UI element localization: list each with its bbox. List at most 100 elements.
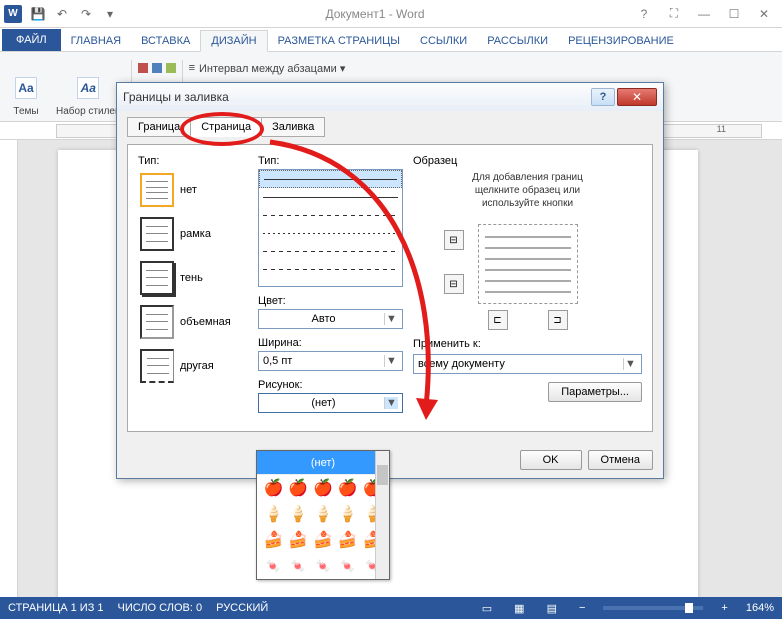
preview-hint: Для добавления границ щелкните образец и…: [413, 171, 642, 210]
dialog-footer: OK Отмена: [117, 442, 663, 478]
ok-button[interactable]: OK: [520, 450, 582, 470]
preview-left-border-button[interactable]: ⊏: [488, 310, 508, 330]
ribbon-tabs: ФАЙЛ ГЛАВНАЯ ВСТАВКА ДИЗАЙН РАЗМЕТКА СТР…: [0, 28, 782, 52]
style-label: Тип:: [258, 155, 403, 167]
qat-save-icon[interactable]: 💾: [28, 4, 48, 24]
art-option-candy[interactable]: 🍬🍬🍬🍬🍬: [257, 553, 389, 579]
setting-shadow-label: тень: [180, 272, 203, 284]
zoom-level[interactable]: 164%: [746, 602, 774, 614]
tab-file[interactable]: ФАЙЛ: [2, 29, 61, 51]
view-web-icon[interactable]: ▤: [543, 602, 561, 615]
ruler-mark: 11: [717, 124, 726, 134]
tab-review[interactable]: РЕЦЕНЗИРОВАНИЕ: [558, 31, 684, 51]
themes-icon: Aa: [15, 77, 37, 99]
setting-custom-label: другая: [180, 360, 214, 372]
tab-references[interactable]: ССЫЛКИ: [410, 31, 477, 51]
art-dropdown-list[interactable]: (нет) 🍎🍎🍎🍎🍎 🍦🍦🍦🍦🍦 🍰🍰🍰🍰🍰 🍬🍬🍬🍬🍬: [256, 450, 390, 580]
setting-custom[interactable]: другая: [138, 347, 248, 385]
dialog-tab-fill[interactable]: Заливка: [261, 117, 325, 137]
preview-column: Образец Для добавления границ щелкните о…: [413, 155, 642, 421]
maximize-button[interactable]: ☐: [720, 4, 748, 24]
preview-page[interactable]: [478, 224, 578, 304]
dialog-help-button[interactable]: ?: [591, 88, 615, 106]
tab-mailings[interactable]: РАССЫЛКИ: [477, 31, 558, 51]
spacing-label: Интервал между абзацами ▾: [199, 62, 345, 75]
art-label: Рисунок:: [258, 379, 403, 391]
setting-none[interactable]: нет: [138, 171, 248, 209]
dialog-tab-page[interactable]: Страница: [190, 117, 262, 137]
styleset-label: Набор стилей: [56, 106, 121, 117]
preview-right-border-button[interactable]: ⊐: [548, 310, 568, 330]
spacing-icon: ≡: [189, 62, 195, 74]
setting-box[interactable]: рамка: [138, 215, 248, 253]
border-style-column: Тип: Цвет: Авто ▼ Ширина: 0,5 пт: [258, 155, 403, 421]
word-app-icon: W: [4, 5, 22, 23]
tab-insert[interactable]: ВСТАВКА: [131, 31, 200, 51]
dropdown-arrow-icon: ▼: [384, 397, 398, 409]
status-bar: СТРАНИЦА 1 ИЗ 1 ЧИСЛО СЛОВ: 0 РУССКИЙ ▭ …: [0, 597, 782, 619]
themes-label: Темы: [13, 106, 38, 117]
preview-box: ⊟ ⊟ ⊏ ⊐: [438, 220, 618, 330]
window-title: Документ1 - Word: [120, 7, 630, 21]
dialog-title-text: Границы и заливка: [123, 90, 589, 104]
options-button[interactable]: Параметры...: [548, 382, 642, 402]
width-value: 0,5 пт: [263, 355, 384, 367]
ribbon-themes-group[interactable]: Aa Темы: [6, 56, 46, 117]
close-button[interactable]: ✕: [750, 4, 778, 24]
view-read-icon[interactable]: ▭: [478, 602, 496, 615]
zoom-in-button[interactable]: +: [717, 602, 731, 614]
paragraph-spacing-button[interactable]: ≡ Интервал между абзацами ▾: [189, 58, 346, 78]
tab-home[interactable]: ГЛАВНАЯ: [61, 31, 131, 51]
color-value: Авто: [263, 313, 384, 325]
dialog-titlebar[interactable]: Границы и заливка ? ✕: [117, 83, 663, 111]
color-label: Цвет:: [258, 295, 403, 307]
ribbon-collapse-button[interactable]: ⛶: [660, 4, 688, 24]
status-page[interactable]: СТРАНИЦА 1 ИЗ 1: [8, 602, 104, 614]
dropdown-scrollbar[interactable]: [375, 451, 389, 579]
dialog-close-button[interactable]: ✕: [617, 88, 657, 106]
ribbon-styleset-group[interactable]: Aa Набор стилей: [52, 56, 125, 117]
border-setting-column: Тип: нет рамка тень объемная: [138, 155, 248, 421]
quick-access-toolbar: 💾 ↶ ↷ ▾: [28, 4, 120, 24]
ribbon-colors-row[interactable]: [138, 58, 176, 78]
qat-undo-icon[interactable]: ↶: [52, 4, 72, 24]
view-print-icon[interactable]: ▦: [510, 602, 528, 615]
setting-3d[interactable]: объемная: [138, 303, 248, 341]
preview-top-border-button[interactable]: ⊟: [444, 230, 464, 250]
qat-redo-icon[interactable]: ↷: [76, 4, 96, 24]
art-option-icecream[interactable]: 🍦🍦🍦🍦🍦: [257, 501, 389, 527]
status-language[interactable]: РУССКИЙ: [216, 602, 268, 614]
dropdown-arrow-icon: ▼: [384, 355, 398, 367]
apply-to-combo[interactable]: всему документу ▼: [413, 354, 642, 374]
setting-3d-label: объемная: [180, 316, 231, 328]
qat-more-icon[interactable]: ▾: [100, 4, 120, 24]
vertical-ruler[interactable]: [0, 140, 18, 597]
setting-box-label: рамка: [180, 228, 211, 240]
dialog-tabs: Граница Страница Заливка: [127, 117, 653, 137]
width-label: Ширина:: [258, 337, 403, 349]
preview-bottom-border-button[interactable]: ⊟: [444, 274, 464, 294]
zoom-out-button[interactable]: −: [575, 602, 589, 614]
status-word-count[interactable]: ЧИСЛО СЛОВ: 0: [118, 602, 203, 614]
cancel-button[interactable]: Отмена: [588, 450, 653, 470]
art-option-none[interactable]: (нет): [257, 451, 389, 475]
zoom-slider[interactable]: [603, 606, 703, 610]
tab-design[interactable]: ДИЗАЙН: [200, 30, 267, 52]
art-option-cakes[interactable]: 🍰🍰🍰🍰🍰: [257, 527, 389, 553]
art-combo[interactable]: (нет) ▼: [258, 393, 403, 413]
apply-to-value: всему документу: [418, 358, 623, 370]
setting-shadow[interactable]: тень: [138, 259, 248, 297]
tab-layout[interactable]: РАЗМЕТКА СТРАНИЦЫ: [268, 31, 410, 51]
art-option-apples[interactable]: 🍎🍎🍎🍎🍎: [257, 475, 389, 501]
dialog-tab-border[interactable]: Граница: [127, 117, 191, 137]
setting-none-label: нет: [180, 184, 197, 196]
styleset-icon: Aa: [77, 77, 99, 99]
title-bar: W 💾 ↶ ↷ ▾ Документ1 - Word ? ⛶ — ☐ ✕: [0, 0, 782, 28]
minimize-button[interactable]: —: [690, 4, 718, 24]
line-style-listbox[interactable]: [258, 169, 403, 287]
borders-shading-dialog: Границы и заливка ? ✕ Граница Страница З…: [116, 82, 664, 479]
color-combo[interactable]: Авто ▼: [258, 309, 403, 329]
width-combo[interactable]: 0,5 пт ▼: [258, 351, 403, 371]
help-button[interactable]: ?: [630, 4, 658, 24]
dropdown-arrow-icon: ▼: [623, 358, 637, 370]
